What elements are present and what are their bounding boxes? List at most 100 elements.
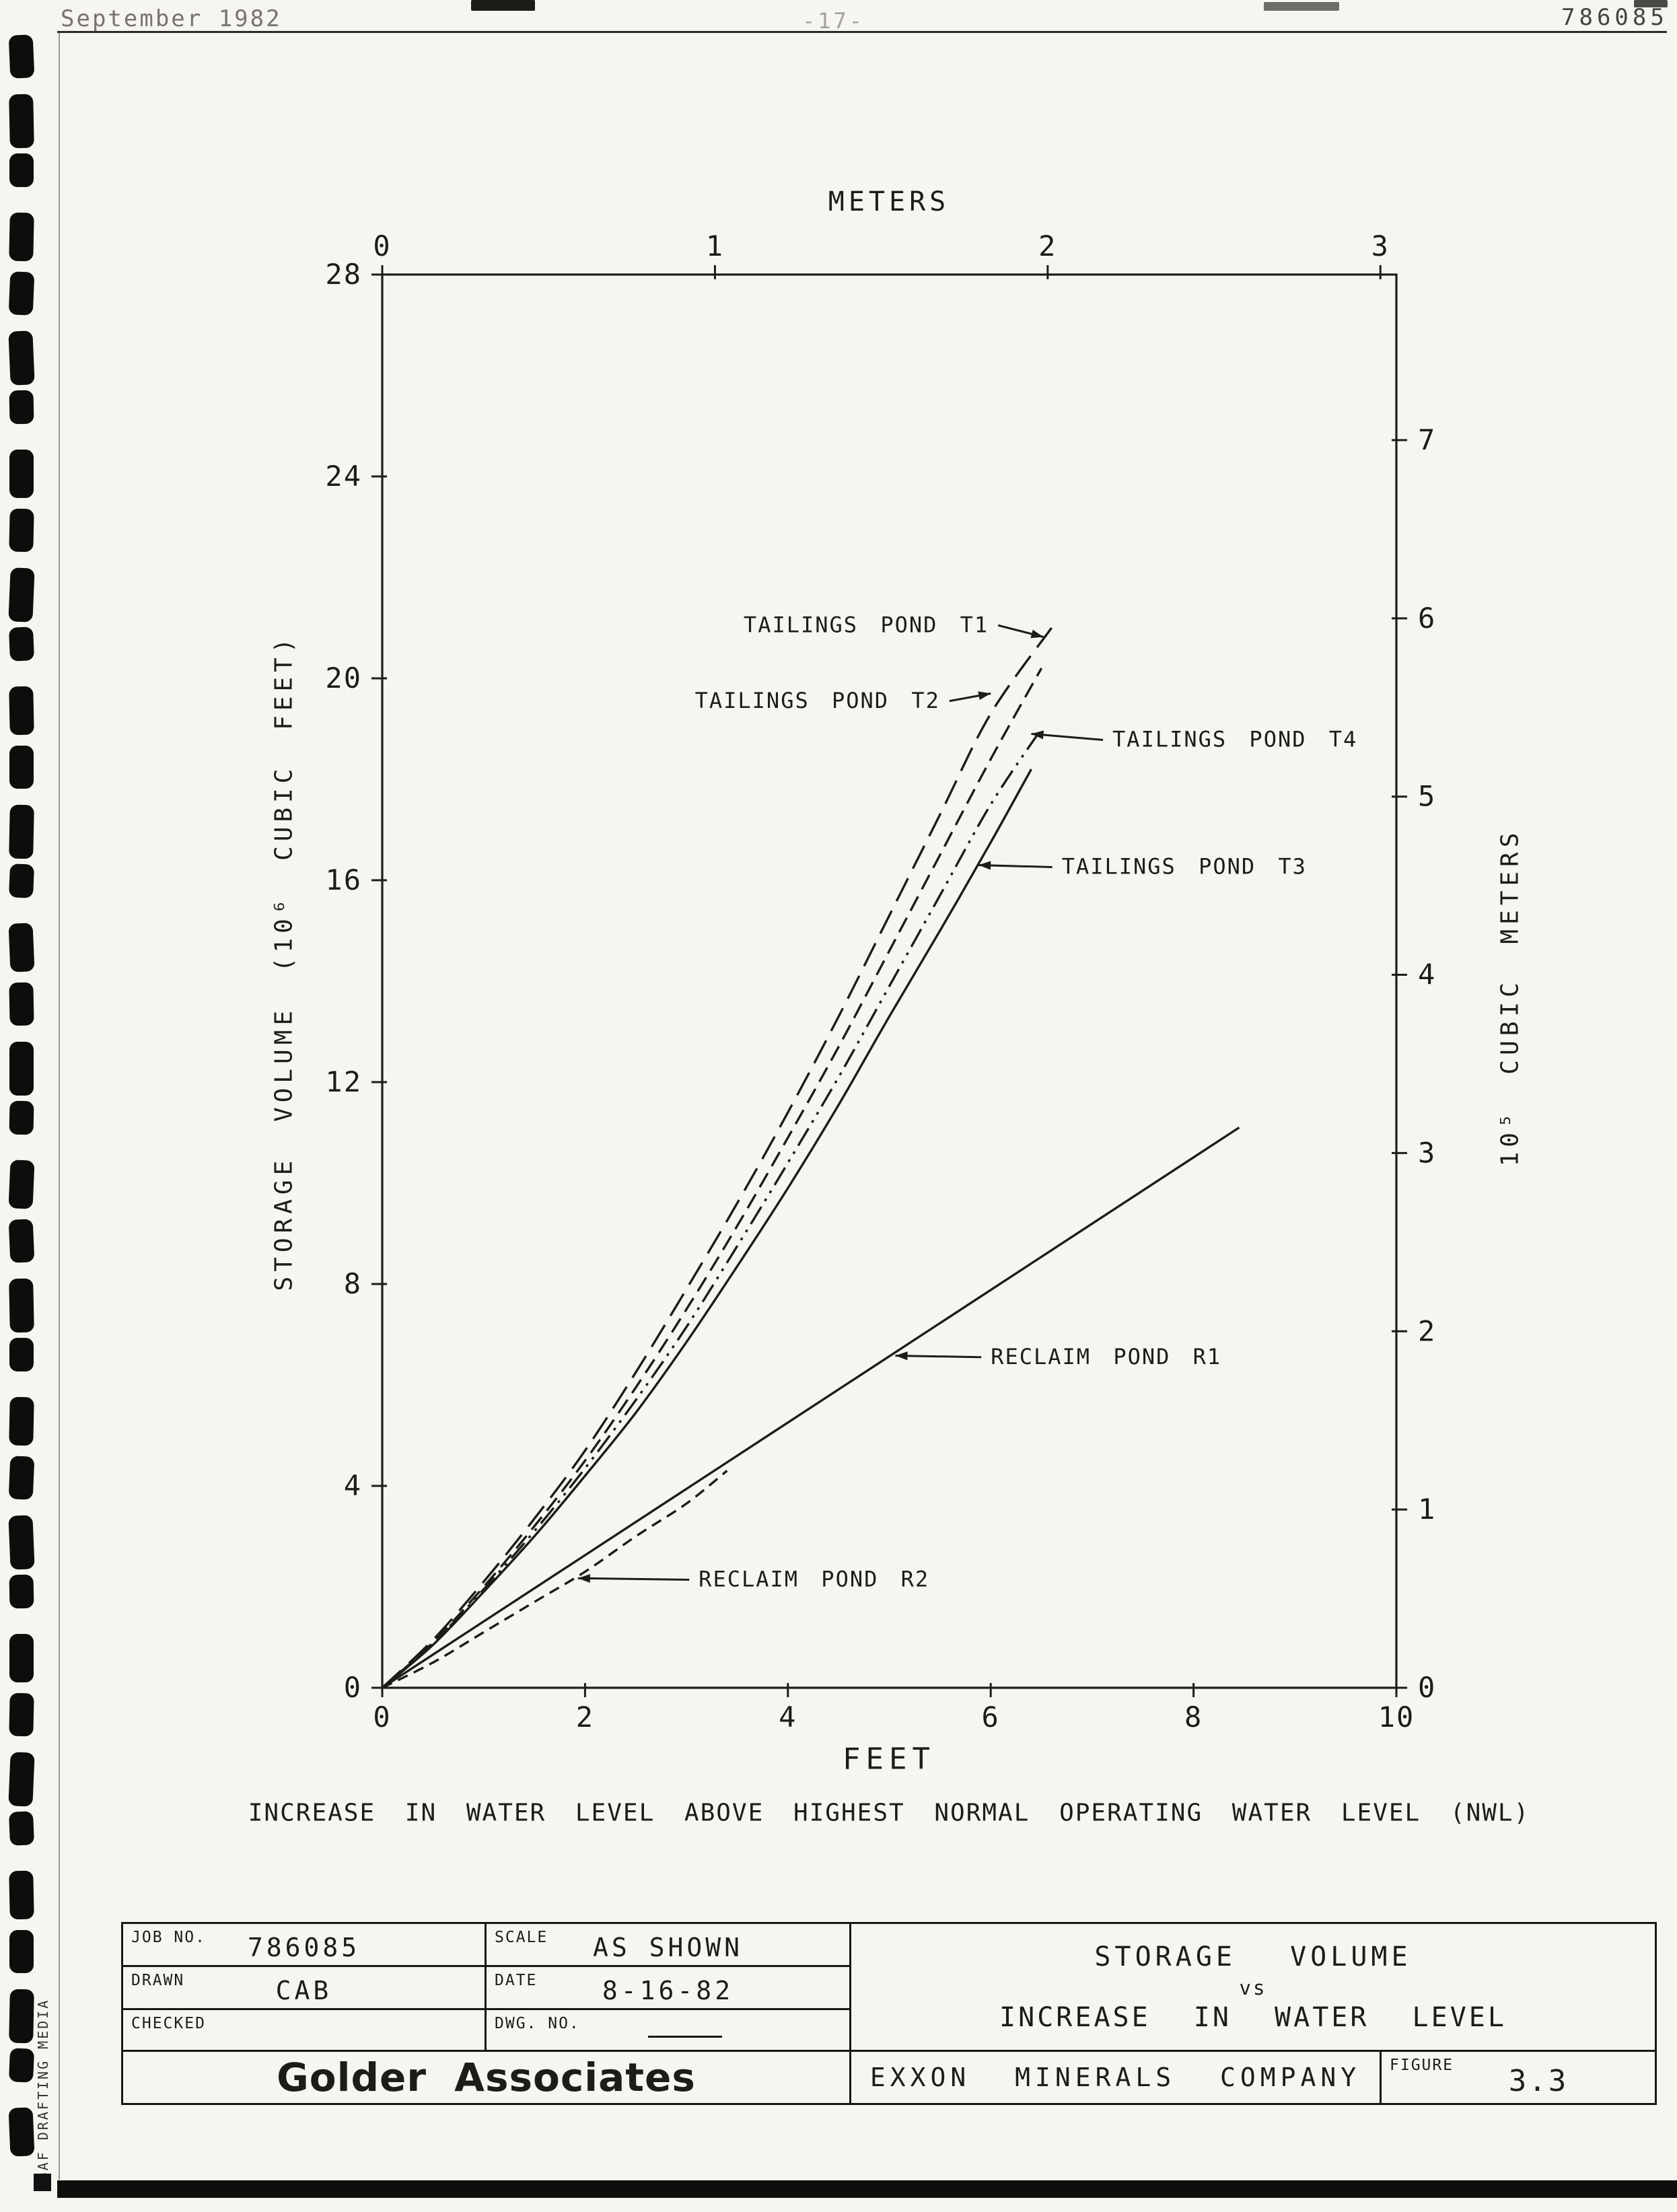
annotation-label: RECLAIM POND R1: [991, 1344, 1221, 1369]
binding-hole: [9, 450, 34, 498]
x2-tick-label: 2: [1038, 229, 1057, 262]
scale-label: SCALE: [495, 1929, 548, 1946]
y-tick-label: 24: [325, 460, 362, 493]
annotation-label: TAILINGS POND T3: [1062, 854, 1307, 880]
header-date: September 1982: [61, 5, 282, 32]
figure-label: FIGURE: [1390, 2057, 1454, 2074]
job-no-label: JOB NO.: [131, 1929, 206, 1946]
right-axis-title: 10⁵ CUBIC METERS: [1496, 828, 1524, 1167]
series-tailings-pond-t1: [381, 627, 1052, 1689]
y2-tick-label: 4: [1418, 958, 1436, 991]
y2-tick-label: 3: [1418, 1136, 1436, 1169]
x-tick-label: 2: [576, 1701, 594, 1734]
annotation-arrowhead: [978, 691, 991, 701]
media-brand-text: GAF DRAFTING MEDIA: [35, 1998, 51, 2181]
y2-tick-label: 2: [1418, 1314, 1436, 1347]
figure-cell: FIGURE 3.3: [1382, 2052, 1655, 2103]
y-tick-label: 28: [325, 258, 362, 291]
left-axis-title: STORAGE VOLUME (10⁶ CUBIC FEET): [270, 633, 298, 1291]
binding-hole: [9, 1634, 34, 1682]
drawing-title: STORAGE VOLUME vs INCREASE IN WATER LEVE…: [851, 1924, 1655, 2052]
x-tick-label: 6: [982, 1701, 1000, 1734]
annotation-arrowhead: [577, 1574, 590, 1583]
x-tick-label: 10: [1378, 1701, 1415, 1734]
annotation-arrowhead: [1030, 629, 1044, 639]
scan-artifact-mark: [1634, 0, 1668, 7]
annotation-label: TAILINGS POND T2: [695, 688, 940, 713]
date-label: DATE: [495, 1972, 538, 1989]
firm-name: Golder Associates: [123, 2052, 851, 2103]
dwg-no-label: DWG. NO.: [495, 2015, 580, 2032]
checked-cell: CHECKED: [123, 2010, 487, 2052]
annotation-arrowhead: [895, 1351, 908, 1361]
y2-tick-label: 0: [1418, 1671, 1436, 1704]
annotation-label: RECLAIM POND R2: [699, 1567, 929, 1592]
binding-hole: [9, 746, 34, 789]
annotation-arrowhead: [978, 861, 991, 870]
scale-value: AS SHOWN: [592, 1932, 744, 1962]
y-tick-label: 4: [344, 1469, 362, 1502]
dwg-no-cell: DWG. NO.: [487, 2010, 851, 2052]
checked-label: CHECKED: [131, 2015, 206, 2032]
header-rule: [57, 31, 1667, 33]
date-cell: DATE 8-16-82: [487, 1967, 851, 2010]
drawing-title-line3: INCREASE IN WATER LEVEL: [999, 2002, 1507, 2033]
left-frame-line: [59, 33, 60, 2180]
y2-tick-label: 6: [1418, 602, 1436, 635]
drawing-title-line2: vs: [1239, 1976, 1267, 1999]
scale-cell: SCALE AS SHOWN: [487, 1924, 851, 1967]
scan-artifact-mark: [471, 0, 535, 11]
annotation-arrow-line: [577, 1577, 690, 1581]
annotation-label: TAILINGS POND T4: [1112, 727, 1357, 752]
client-name: EXXON MINERALS COMPANY: [851, 2052, 1382, 2103]
y-tick-label: 12: [325, 1065, 362, 1098]
annotation-label: TAILINGS POND T1: [744, 612, 989, 637]
binding-hole: [9, 153, 34, 187]
drawn-value: CAB: [275, 1975, 332, 2005]
series-reclaim-pond-r2: [382, 1470, 728, 1689]
series-reclaim-pond-r1: [382, 1127, 1240, 1689]
header-page-number: -17-: [802, 8, 865, 34]
x-tick-label: 0: [373, 1701, 391, 1734]
scan-artifact-mark: [1264, 2, 1339, 11]
annotation-arrow-line: [895, 1355, 982, 1359]
x2-tick-label: 1: [706, 229, 724, 262]
bottom-scan-bar: [57, 2180, 1677, 2198]
y2-tick-label: 5: [1418, 780, 1436, 813]
x2-tick-label: 0: [373, 229, 391, 262]
series-tailings-pond-t3: [381, 769, 1032, 1689]
series-tailings-pond-t2: [381, 668, 1043, 1689]
y-tick-label: 8: [344, 1267, 362, 1300]
job-no-cell: JOB NO. 786085: [123, 1924, 487, 1967]
title-block: JOB NO. 786085 SCALE AS SHOWN DRAWN CAB …: [121, 1922, 1657, 2105]
job-no-value: 786085: [247, 1932, 361, 1962]
figure-number: 3.3: [1508, 2063, 1569, 2098]
series-tailings-pond-t4: [381, 728, 1043, 1689]
scan-artifact-square: [34, 2174, 51, 2191]
drawn-label: DRAWN: [131, 1972, 185, 1989]
binding-hole: [9, 1930, 34, 1973]
x-axis-caption: INCREASE IN WATER LEVEL ABOVE HIGHEST NO…: [248, 1799, 1530, 1827]
x-tick-label: 4: [779, 1701, 797, 1734]
binding-hole: [9, 1338, 34, 1371]
x2-tick-label: 3: [1371, 229, 1390, 262]
drawn-cell: DRAWN CAB: [123, 1967, 487, 2010]
annotation-arrowhead: [1031, 730, 1044, 740]
x-tick-label: 8: [1184, 1701, 1203, 1734]
y-tick-label: 0: [344, 1671, 362, 1704]
y-tick-label: 16: [325, 863, 362, 896]
annotation-arrow-line: [978, 864, 1052, 868]
y2-tick-label: 7: [1418, 423, 1436, 456]
header-job-number: 786085: [1561, 4, 1668, 31]
drawing-title-line1: STORAGE VOLUME: [1094, 1941, 1412, 1972]
y2-tick-label: 1: [1418, 1493, 1436, 1526]
y-tick-label: 20: [325, 662, 362, 694]
bottom-axis-title: FEET: [843, 1742, 935, 1777]
date-value: 8-16-82: [602, 1975, 734, 2005]
plot-frame: [381, 273, 1398, 1689]
dwg-no-blank-line: [648, 2036, 722, 2038]
top-axis-title: METERS: [828, 186, 950, 217]
binding-hole: [9, 1042, 34, 1096]
